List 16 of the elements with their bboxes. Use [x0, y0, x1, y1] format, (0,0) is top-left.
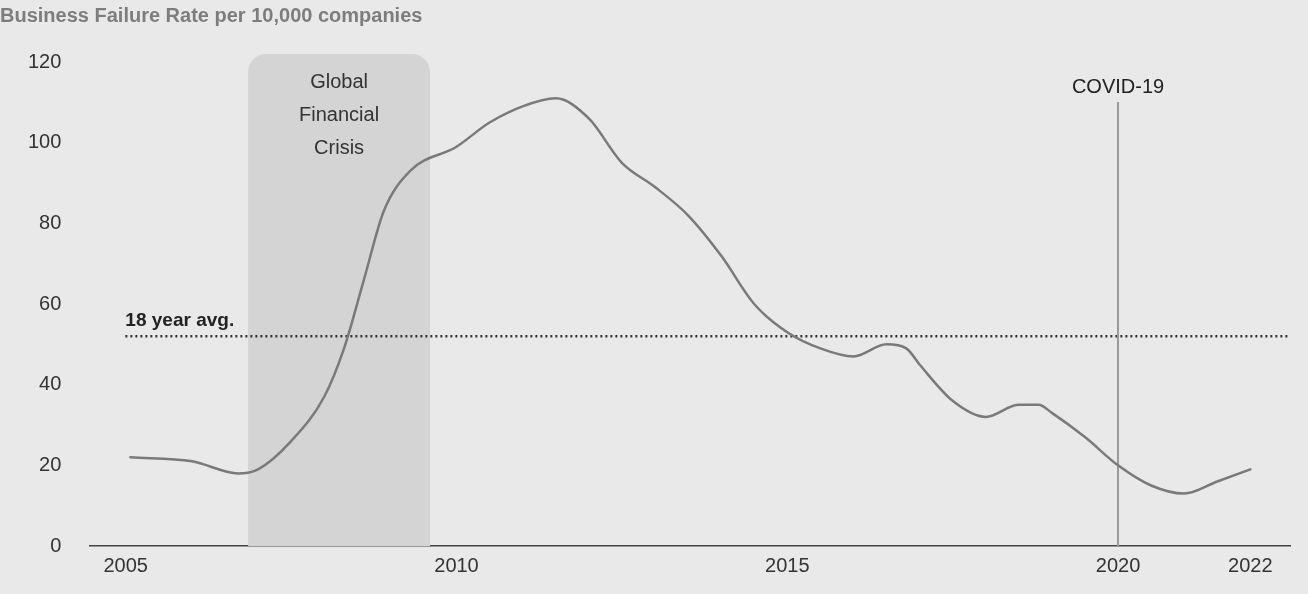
ref-line-label: 18 year avg. [125, 309, 235, 330]
y-tick-label: 60 [39, 291, 62, 314]
x-tick-label: 2010 [434, 553, 479, 576]
y-tick-label: 20 [39, 452, 62, 475]
y-tick-label: 120 [27, 49, 62, 72]
y-tick-label: 0 [50, 533, 62, 556]
band-label: Global Financial Crisis [299, 69, 380, 158]
x-tick-label: 2020 [1095, 553, 1141, 576]
ref-line-label: COVID-19 [1071, 74, 1165, 97]
x-tick-label: 2015 [765, 553, 810, 576]
y-tick-label: 100 [27, 130, 62, 153]
x-tick-label: 2005 [103, 553, 148, 576]
x-tick-label: 2022 [1228, 553, 1273, 576]
y-tick-label: 80 [39, 210, 62, 233]
y-tick-label: 40 [39, 372, 62, 395]
chart-title: Business Failure Rate per 10,000 companies [0, 3, 423, 26]
